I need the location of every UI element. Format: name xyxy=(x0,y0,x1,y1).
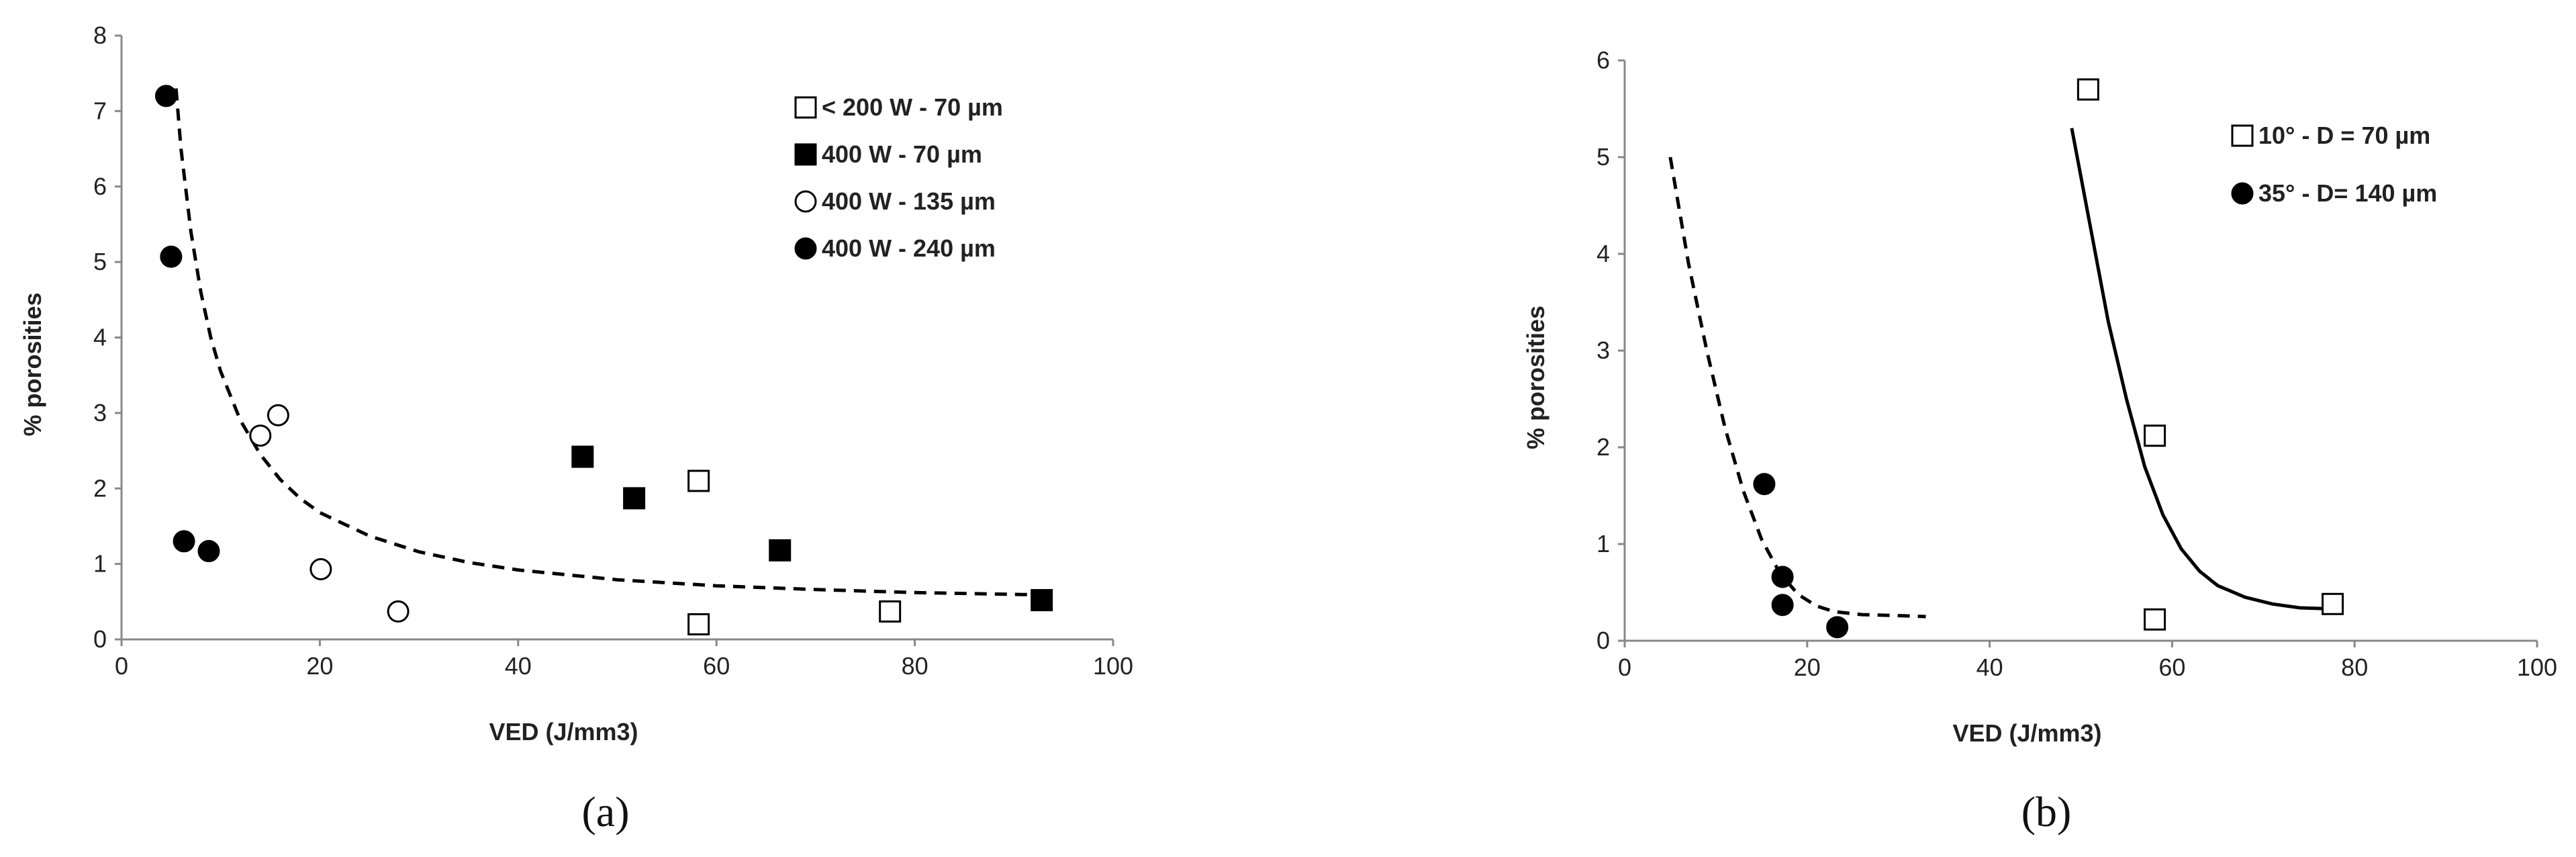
x-tick-label: 20 xyxy=(306,652,333,680)
y-tick-label: 1 xyxy=(1596,530,1610,557)
data-point-circle-open xyxy=(267,404,289,426)
y-tick-label: 6 xyxy=(93,173,107,200)
data-point-circle-filled xyxy=(173,530,195,553)
x-tick-label: 40 xyxy=(505,652,532,680)
x-tick-label: 20 xyxy=(1794,653,1821,681)
y-tick-label: 2 xyxy=(1596,433,1610,461)
data-point-square-filled xyxy=(571,445,594,468)
trendline-solid xyxy=(2070,128,2332,611)
data-point-circle-open xyxy=(249,424,272,447)
legend-marker-square-open xyxy=(794,96,817,119)
data-point-square-open xyxy=(687,613,710,636)
chart-panel-b: 0 20 40 60 80 100 0 1 2 3 4 5 6 VED (J/mm3) % porositi… xyxy=(1522,46,2557,836)
y-tick-label: 2 xyxy=(93,474,107,502)
y-tick-label: 0 xyxy=(93,625,107,653)
legend-label: 35° - D= 140 µm xyxy=(2258,179,2437,207)
legend-marker-square-filled xyxy=(794,143,817,166)
legend-marker-circle-open xyxy=(794,190,817,213)
data-point-square-open xyxy=(2077,78,2099,101)
x-tick-label: 100 xyxy=(2517,653,2557,681)
x-tick-label: 100 xyxy=(1093,652,1133,680)
data-point-square-open xyxy=(879,600,902,623)
legend-label: 400 W - 135 µm xyxy=(822,187,996,215)
data-point-circle-filled xyxy=(1771,566,1794,588)
legend-marker-square-open xyxy=(2231,124,2254,147)
y-tick-label: 4 xyxy=(1596,240,1610,267)
y-tick-label: 6 xyxy=(1596,46,1610,74)
data-point-circle-open xyxy=(387,600,410,623)
legend-label: 10° - D = 70 µm xyxy=(2258,122,2430,149)
data-point-circle-filled xyxy=(1753,473,1776,496)
x-tick-label: 40 xyxy=(1976,653,2003,681)
data-point-circle-filled xyxy=(197,540,220,563)
y-tick-label: 5 xyxy=(93,248,107,275)
legend-marker-circle-filled xyxy=(794,237,817,260)
legend-label: < 200 W - 70 µm xyxy=(822,93,1003,121)
x-tick-label: 60 xyxy=(703,652,730,680)
legend-label: 400 W - 240 µm xyxy=(822,234,996,262)
x-axis-title: VED (J/mm3) xyxy=(489,718,638,746)
data-point-square-open xyxy=(2322,592,2344,615)
data-point-square-open xyxy=(2144,424,2166,447)
y-tick-label: 3 xyxy=(1596,336,1610,364)
x-tick-label: 60 xyxy=(2158,653,2185,681)
data-point-circle-filled xyxy=(154,85,177,107)
x-tick-label: 80 xyxy=(2341,653,2368,681)
data-point-circle-filled xyxy=(160,245,183,268)
x-tick-label: 0 xyxy=(1618,653,1631,681)
panel-label: (b) xyxy=(2021,788,2072,836)
trendline-dashed xyxy=(174,88,1042,597)
chart-panel-a: 0 20 40 60 80 100 0 1 2 3 4 5 6 7 8 VED (J/mm3) % porosi… xyxy=(19,21,1133,836)
x-tick-label: 0 xyxy=(115,652,128,680)
y-axis-title: % porosities xyxy=(1522,306,1549,449)
data-point-square-open xyxy=(2144,608,2166,631)
y-tick-label: 3 xyxy=(93,399,107,426)
data-point-square-filled xyxy=(623,487,646,510)
x-tick-label: 80 xyxy=(902,652,928,680)
y-tick-label: 1 xyxy=(93,550,107,578)
data-point-square-filled xyxy=(1031,589,1053,612)
data-point-circle-filled xyxy=(1826,616,1849,639)
legend-marker-circle-filled xyxy=(2231,182,2254,205)
y-tick-label: 8 xyxy=(93,21,107,49)
y-tick-label: 4 xyxy=(93,324,107,351)
y-axis-title: % porosities xyxy=(19,292,46,436)
legend-label: 400 W - 70 µm xyxy=(822,140,982,168)
y-tick-label: 0 xyxy=(1596,627,1610,654)
data-point-square-open xyxy=(687,469,710,492)
panel-label: (a) xyxy=(581,788,629,836)
data-point-circle-filled xyxy=(1771,594,1794,617)
y-tick-label: 5 xyxy=(1596,143,1610,171)
data-point-circle-open xyxy=(309,557,332,580)
y-tick-label: 7 xyxy=(93,97,107,124)
data-point-square-filled xyxy=(769,539,792,561)
trendline-dashed xyxy=(1668,156,1926,619)
x-axis-title: VED (J/mm3) xyxy=(1952,719,2101,747)
